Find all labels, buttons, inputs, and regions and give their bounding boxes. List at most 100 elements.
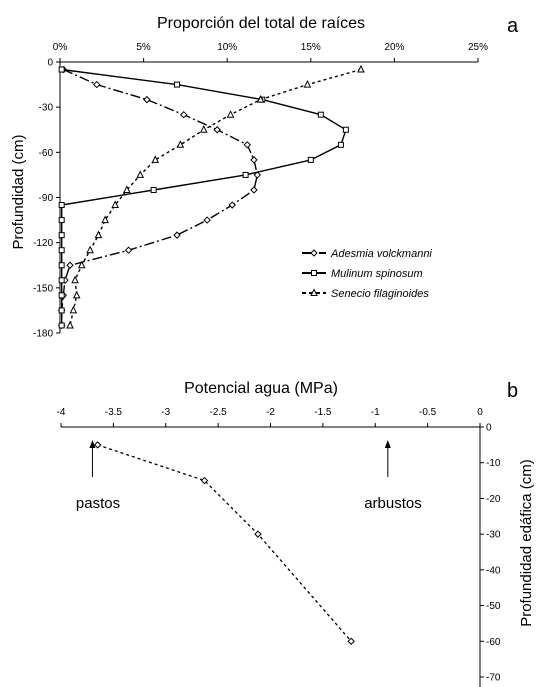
panel-b-y-tick-label: -60	[486, 637, 501, 648]
data-point	[173, 231, 181, 239]
panel-b-y-tick-label: -10	[486, 458, 501, 469]
data-point	[347, 637, 355, 645]
data-point	[58, 307, 65, 314]
data-point	[200, 476, 209, 485]
panel-b-title: Potencial agua (MPa)	[184, 380, 338, 397]
panel-a-y-tick-label: -90	[39, 193, 54, 204]
panel-b-x-tick-label: -1	[371, 407, 380, 418]
data-point	[337, 141, 344, 148]
legend-label: Mulinum spinosum	[331, 268, 423, 280]
panel-b-y-tick-label: 0	[486, 423, 492, 434]
data-point	[250, 186, 258, 194]
data-point	[174, 81, 181, 88]
data-point	[93, 80, 101, 89]
data-point	[58, 217, 65, 224]
panel-a-label: a	[507, 15, 519, 37]
data-point	[123, 185, 131, 193]
panel-b-y-axis-label: Profundidad edáfica (cm)	[518, 459, 535, 627]
data-point	[342, 126, 349, 133]
panel-b-x-tick-label: -3.5	[105, 407, 123, 418]
data-point	[72, 290, 81, 299]
panel-b-x-tick-label: -2	[266, 407, 275, 418]
panel-a-y-tick-label: -180	[33, 329, 53, 340]
data-point	[101, 215, 109, 224]
data-point	[58, 202, 65, 209]
panel-a-series	[57, 64, 365, 330]
panel-b-x-tick-label: -2.5	[210, 407, 228, 418]
panel-b: b Potencial agua (MPa) Profundidad edáfi…	[57, 380, 535, 687]
data-point	[151, 155, 160, 163]
panel-b-y-tick-label: -40	[486, 565, 501, 576]
panel-b-x-tick-label: -3	[161, 407, 170, 418]
panel-a-x-tick-label: 15%	[301, 42, 321, 53]
panel-b-tick-labels: -4 -3.5 -3 -2.5 -2 -1.5 -1 -0.5 00 -10 -20 -30 -40 -5…	[57, 407, 501, 684]
data-point	[124, 246, 133, 254]
data-point	[94, 230, 103, 239]
data-point	[58, 232, 65, 239]
series-line-mulinum-spinosum	[61, 68, 347, 326]
data-point	[58, 262, 65, 269]
annotation-arrowhead	[89, 440, 96, 448]
data-point	[199, 125, 208, 133]
data-point	[58, 247, 65, 254]
data-point	[77, 260, 86, 269]
panel-b-x-tick-label: -4	[57, 407, 66, 418]
panel-a-legend: Adesmia volckmanni Mulinum spinosum Seneci…	[302, 248, 432, 300]
data-point	[86, 245, 94, 254]
data-point	[66, 320, 74, 329]
panel-b-y-tick-label: -50	[486, 601, 501, 612]
panel-b-series	[93, 441, 355, 645]
data-point	[111, 200, 119, 209]
panel-a-y-tick-label: -150	[33, 283, 53, 294]
panel-a-x-tick-label: 5%	[136, 42, 151, 53]
data-point	[58, 322, 65, 329]
data-point	[203, 216, 211, 224]
data-point	[176, 140, 185, 148]
legend-label: Senecio filaginoides	[331, 288, 429, 300]
panel-a-x-tick-label: 0%	[53, 42, 68, 53]
data-point	[226, 110, 235, 118]
data-point	[256, 95, 265, 103]
panel-a-y-tick-label: -120	[33, 238, 53, 249]
panel-a-title: Proporción del total de raíces	[157, 15, 365, 32]
legend-marker	[311, 270, 317, 276]
panel-a-y-axis-label: Profundidad (cm)	[10, 134, 27, 249]
data-point	[150, 186, 157, 193]
data-point	[253, 171, 262, 179]
panel-b-y-tick-label: -20	[486, 494, 501, 505]
panel-b-axes	[60, 423, 484, 687]
panel-a-x-tick-label: 20%	[384, 42, 404, 53]
panel-a-tick-labels: 0% 5% 10% 15% 20% 25% 0 -30 -60 -90 -120 -150 -180	[33, 42, 488, 340]
data-point	[307, 156, 314, 163]
data-point	[213, 126, 221, 134]
series-line-adesmia-volckmanni	[61, 68, 259, 326]
panel-a-x-tick-label: 10%	[217, 42, 237, 53]
data-point	[317, 111, 324, 118]
panel-b-y-tick-label: -70	[486, 673, 501, 684]
data-point	[242, 171, 249, 178]
data-point	[93, 441, 102, 449]
legend-marker	[310, 249, 318, 257]
data-point	[228, 201, 236, 209]
panel-b-x-tick-label: -1.5	[314, 407, 332, 418]
data-point	[136, 170, 145, 178]
annotation-label-arbustos: arbustos	[364, 495, 422, 512]
series-line-water-potential	[97, 444, 352, 642]
data-point	[58, 292, 65, 299]
data-point	[303, 79, 312, 88]
data-point	[254, 530, 262, 538]
data-point	[58, 277, 65, 284]
panel-a-y-tick-label: -30	[39, 103, 54, 114]
panel-b-x-tick-label: -0.5	[419, 407, 437, 418]
data-point	[357, 64, 365, 73]
annotation-label-pastos: pastos	[76, 495, 120, 512]
data-point	[71, 275, 79, 284]
panel-a-x-tick-label: 25%	[468, 42, 488, 53]
panel-b-x-tick-label: 0	[477, 407, 483, 418]
data-point	[243, 141, 251, 149]
panel-b-label: b	[507, 380, 518, 402]
panel-a-y-tick-label: -60	[39, 148, 54, 159]
annotation-arrowhead	[384, 440, 391, 448]
legend-marker	[310, 288, 318, 296]
